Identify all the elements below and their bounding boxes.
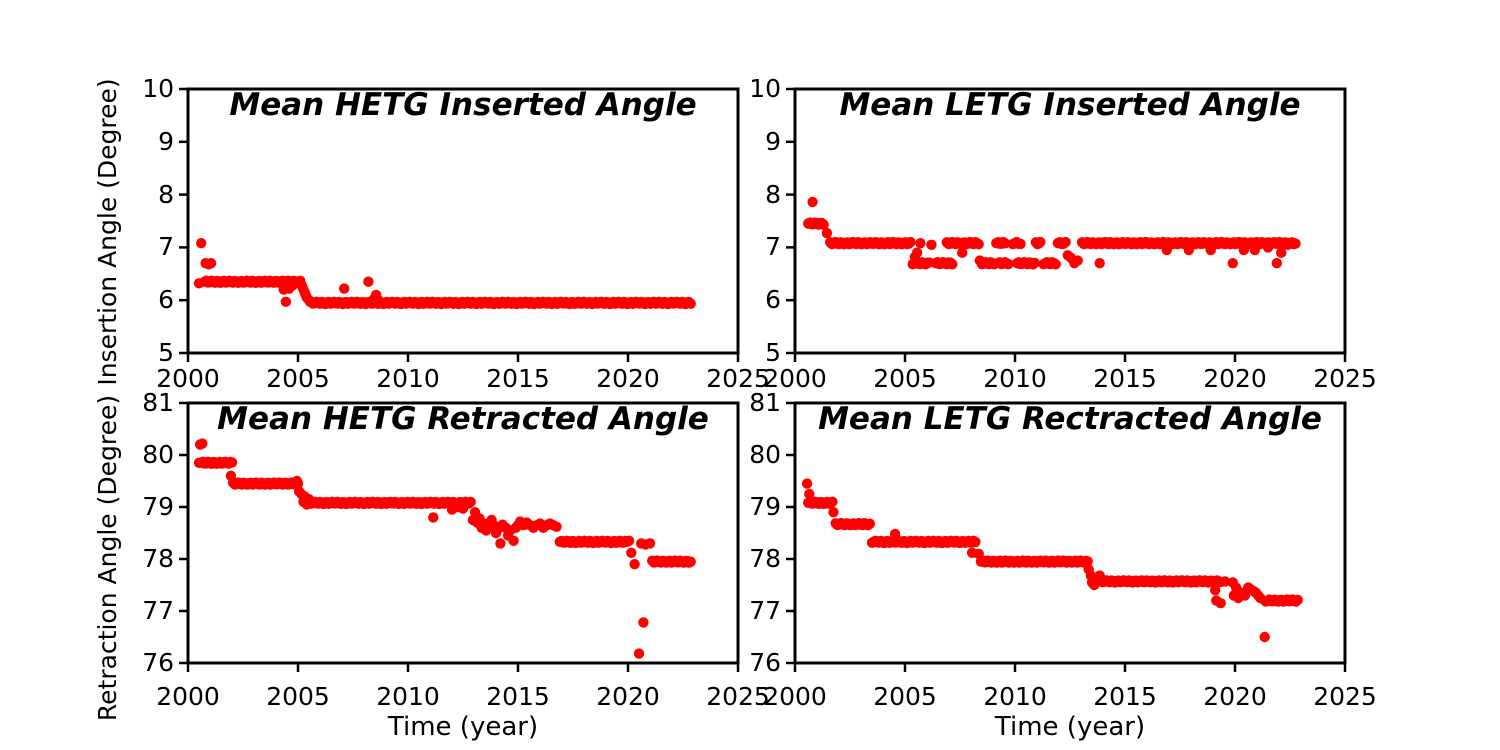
data-point bbox=[1276, 247, 1287, 258]
data-point bbox=[304, 296, 316, 307]
data-point bbox=[428, 512, 439, 523]
data-point bbox=[633, 648, 645, 659]
data-point bbox=[1219, 576, 1231, 587]
data-point bbox=[1210, 585, 1221, 596]
data-point bbox=[304, 497, 316, 508]
data-point bbox=[626, 547, 637, 558]
data-point bbox=[1249, 244, 1261, 256]
data-point bbox=[818, 219, 829, 230]
data-point bbox=[973, 239, 984, 250]
plot-hetg-retracted bbox=[188, 403, 738, 663]
data-point bbox=[807, 196, 818, 208]
data-point bbox=[974, 255, 985, 266]
data-point bbox=[926, 239, 937, 250]
data-point bbox=[551, 521, 562, 532]
data-point bbox=[205, 258, 217, 269]
data-point bbox=[363, 276, 374, 287]
data-point bbox=[827, 496, 838, 507]
data-point bbox=[1082, 556, 1093, 567]
data-point bbox=[905, 236, 916, 248]
data-point bbox=[623, 535, 635, 546]
data-point bbox=[1290, 238, 1301, 249]
data-point bbox=[804, 488, 815, 500]
data-point bbox=[193, 457, 205, 468]
data-point bbox=[828, 507, 839, 518]
data-point bbox=[225, 470, 237, 481]
data-point bbox=[915, 238, 926, 249]
data-point bbox=[999, 238, 1011, 249]
data-point bbox=[1292, 594, 1303, 606]
data-point bbox=[280, 296, 292, 307]
data-point bbox=[339, 283, 350, 294]
data-point bbox=[1227, 258, 1239, 269]
data-point bbox=[1094, 570, 1105, 581]
data-point bbox=[373, 295, 384, 306]
data-point bbox=[685, 556, 696, 567]
data-point bbox=[1035, 236, 1046, 248]
data-point bbox=[957, 247, 968, 258]
data-point bbox=[638, 617, 649, 628]
data-point bbox=[685, 298, 696, 309]
data-point bbox=[1205, 244, 1217, 256]
plot-hetg-inserted bbox=[188, 89, 738, 353]
data-point bbox=[864, 518, 875, 529]
data-point bbox=[226, 457, 238, 468]
data-point bbox=[1015, 238, 1026, 250]
data-point bbox=[1072, 255, 1083, 266]
plot-letg-inserted bbox=[795, 89, 1345, 353]
data-point bbox=[457, 503, 469, 514]
data-point bbox=[287, 280, 298, 291]
plot-letg-retracted bbox=[795, 403, 1345, 663]
data-point bbox=[1060, 236, 1071, 248]
data-point bbox=[1094, 258, 1105, 269]
data-point bbox=[889, 528, 901, 540]
data-point bbox=[911, 247, 923, 258]
data-point bbox=[1262, 242, 1274, 253]
data-point bbox=[801, 478, 813, 489]
data-point bbox=[292, 478, 304, 489]
data-point bbox=[465, 496, 476, 508]
data-point bbox=[1259, 631, 1270, 643]
data-point bbox=[1271, 258, 1283, 269]
data-point bbox=[644, 538, 656, 549]
data-point bbox=[1215, 598, 1226, 609]
data-point bbox=[1050, 259, 1061, 270]
data-point bbox=[1183, 244, 1195, 256]
data-point bbox=[1029, 257, 1041, 269]
data-point bbox=[1161, 244, 1173, 256]
data-point bbox=[970, 536, 981, 548]
data-point bbox=[495, 538, 506, 549]
data-point bbox=[947, 259, 958, 270]
data-point bbox=[197, 438, 208, 449]
data-point bbox=[193, 278, 205, 289]
data-point bbox=[196, 238, 207, 249]
data-point bbox=[821, 227, 833, 239]
data-point bbox=[508, 535, 519, 546]
data-point bbox=[1003, 258, 1014, 270]
data-point bbox=[1238, 244, 1250, 256]
data-point bbox=[1255, 592, 1266, 604]
data-point bbox=[973, 548, 984, 559]
data-point bbox=[1282, 239, 1294, 250]
data-point bbox=[629, 559, 640, 570]
